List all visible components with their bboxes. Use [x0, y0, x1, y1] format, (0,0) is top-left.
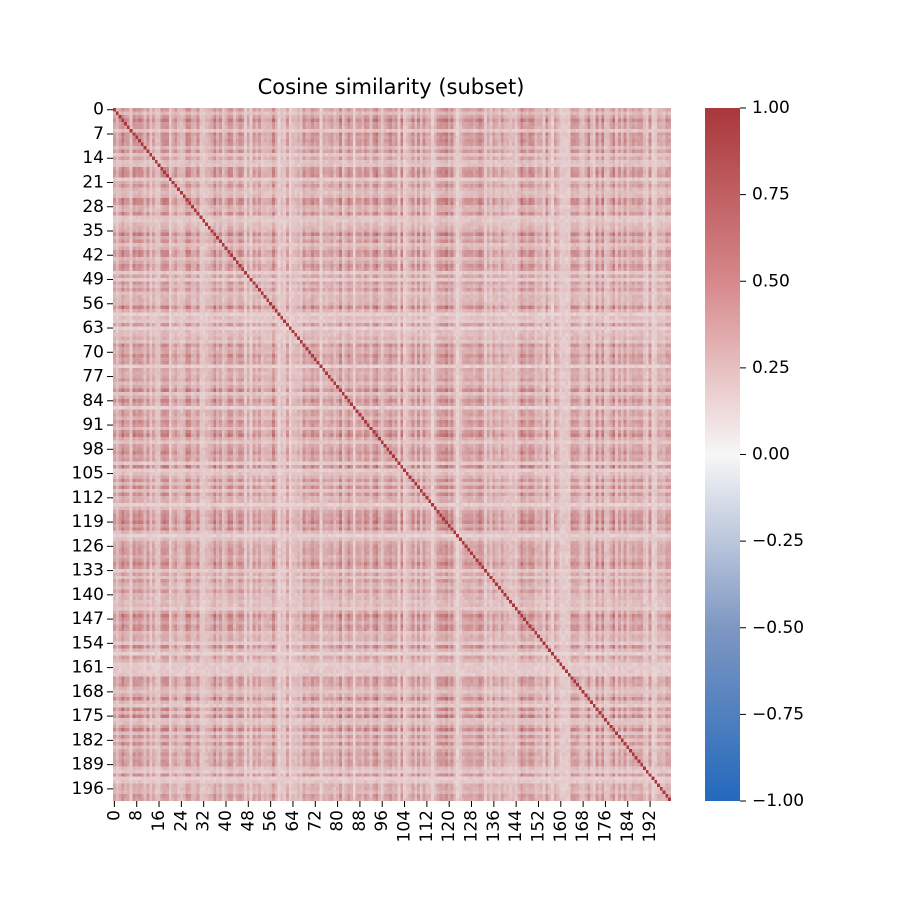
x-tick-label: 48 — [238, 810, 258, 832]
colorbar-ticks: 1.00 0.75 0.50 0.25 0.00 −0.25 −0.50 −0.75 −1.00 — [740, 98, 804, 811]
colorbar-tick-label: −1.00 — [752, 791, 804, 811]
x-tick-label: 112 — [417, 810, 437, 842]
x-tick-label: 160 — [551, 810, 571, 842]
y-tick-label: 63 — [82, 318, 104, 338]
colorbar-tick-label: 0.75 — [752, 185, 790, 205]
y-tick-label: 28 — [82, 197, 104, 217]
x-tick-label: 24 — [171, 810, 191, 832]
y-tick-label: 133 — [72, 561, 104, 581]
y-tick-label: 56 — [82, 294, 104, 314]
x-tick-label: 192 — [640, 810, 660, 842]
y-tick-label: 112 — [72, 488, 104, 508]
x-tick-label: 128 — [462, 810, 482, 842]
x-tick-label: 104 — [395, 810, 415, 842]
x-tick-label: 184 — [618, 810, 638, 842]
x-tick-label: 176 — [595, 810, 615, 842]
y-tick-label: 147 — [72, 609, 104, 629]
colorbar-tick-label: −0.25 — [752, 531, 804, 551]
y-tick-label: 42 — [82, 245, 104, 265]
colorbar-gradient — [705, 108, 740, 801]
colorbar: 1.00 0.75 0.50 0.25 0.00 −0.25 −0.50 −0.75 −1.00 — [705, 98, 804, 811]
x-tick-label: 72 — [305, 810, 325, 832]
y-tick-label: 126 — [72, 536, 104, 556]
x-tick-label: 8 — [127, 810, 147, 821]
colorbar-tick-label: 0.00 — [752, 445, 790, 465]
x-tick-label: 136 — [484, 810, 504, 842]
y-axis: 0 7 14 21 28 35 42 49 56 63 70 77 84 91 98 105 112 119 126… — [72, 100, 113, 799]
y-tick-label: 35 — [82, 221, 104, 241]
colorbar-tick-label: 1.00 — [752, 98, 790, 118]
y-tick-label: 196 — [72, 779, 104, 799]
colorbar-tick-label: 0.50 — [752, 271, 790, 291]
x-tick-label: 120 — [439, 810, 459, 842]
y-tick-label: 70 — [82, 342, 104, 362]
y-tick-label: 105 — [72, 464, 104, 484]
heatmap-plot — [113, 108, 671, 801]
y-tick-label: 49 — [82, 270, 104, 290]
x-tick-label: 152 — [528, 810, 548, 842]
colorbar-tick-label: 0.25 — [752, 358, 790, 378]
x-axis: 0 8 16 24 32 40 48 56 64 72 80 88 96 104 112 120 128 136 1… — [104, 801, 660, 842]
y-tick-label: 0 — [93, 100, 104, 120]
y-tick-label: 77 — [82, 367, 104, 387]
y-tick-label: 119 — [72, 512, 104, 532]
y-tick-label: 140 — [72, 585, 104, 605]
x-tick-label: 0 — [104, 810, 124, 821]
x-tick-label: 56 — [261, 810, 281, 832]
x-tick-label: 40 — [216, 810, 236, 832]
x-tick-label: 32 — [194, 810, 214, 832]
y-tick-label: 14 — [82, 148, 104, 168]
y-tick-label: 175 — [72, 706, 104, 726]
y-tick-label: 182 — [72, 730, 104, 750]
x-tick-label: 16 — [149, 810, 169, 832]
colorbar-tick-label: −0.50 — [752, 618, 804, 638]
x-tick-label: 168 — [573, 810, 593, 842]
y-tick-label: 91 — [82, 415, 104, 435]
y-tick-label: 154 — [72, 633, 104, 653]
chart-title: Cosine similarity (subset) — [258, 75, 525, 99]
y-tick-label: 21 — [82, 172, 104, 192]
y-tick-label: 98 — [82, 439, 104, 459]
x-tick-label: 96 — [372, 810, 392, 832]
colorbar-tick-label: −0.75 — [752, 704, 804, 724]
y-tick-label: 168 — [72, 682, 104, 702]
y-tick-label: 84 — [82, 391, 104, 411]
y-tick-label: 161 — [72, 658, 104, 678]
heatmap-cells — [113, 108, 671, 801]
x-tick-label: 64 — [283, 810, 303, 832]
x-tick-label: 144 — [506, 810, 526, 842]
y-tick-label: 189 — [72, 755, 104, 775]
x-tick-label: 80 — [328, 810, 348, 832]
x-tick-label: 88 — [350, 810, 370, 832]
y-tick-label: 7 — [93, 124, 104, 144]
